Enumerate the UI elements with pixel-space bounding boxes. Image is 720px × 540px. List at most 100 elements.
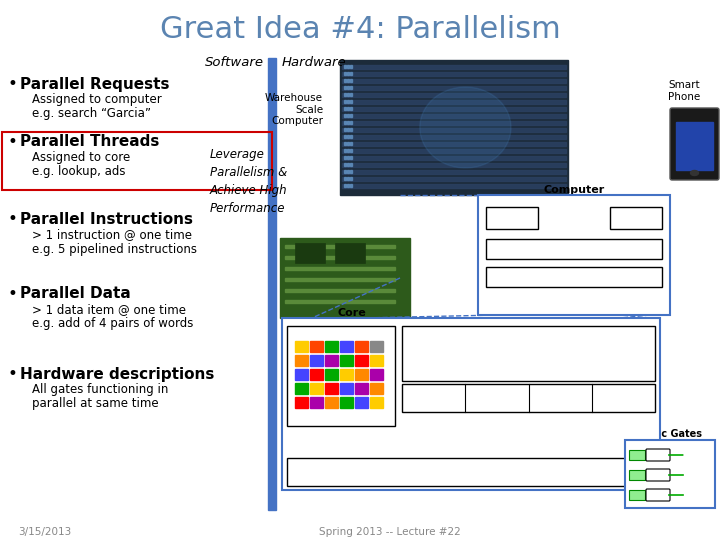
- Bar: [370, 369, 383, 380]
- Bar: [347, 86, 349, 89]
- Bar: [310, 355, 323, 366]
- Bar: [355, 341, 368, 352]
- FancyBboxPatch shape: [646, 449, 670, 461]
- Bar: [344, 86, 346, 89]
- Bar: [344, 65, 346, 68]
- Text: Parallel Threads: Parallel Threads: [20, 134, 159, 150]
- Bar: [402, 326, 655, 381]
- Ellipse shape: [420, 87, 511, 168]
- Bar: [370, 355, 383, 366]
- Bar: [347, 121, 349, 124]
- Bar: [325, 341, 338, 352]
- Bar: [342, 142, 566, 146]
- Bar: [344, 100, 346, 103]
- Bar: [295, 369, 308, 380]
- Text: ...: ...: [551, 213, 562, 223]
- Bar: [347, 79, 349, 82]
- Bar: [285, 245, 395, 248]
- Bar: [344, 156, 346, 159]
- Bar: [350, 149, 352, 152]
- Text: Hardware descriptions: Hardware descriptions: [20, 367, 215, 381]
- Bar: [287, 458, 655, 486]
- Bar: [342, 184, 566, 188]
- Text: Parallel Instructions: Parallel Instructions: [20, 212, 193, 226]
- Bar: [325, 397, 338, 408]
- Text: Input/Output: Input/Output: [541, 272, 608, 282]
- Bar: [325, 369, 338, 380]
- Bar: [347, 149, 349, 152]
- Bar: [325, 383, 338, 394]
- Bar: [486, 267, 662, 287]
- Bar: [350, 86, 352, 89]
- Bar: [342, 107, 566, 111]
- Bar: [478, 195, 670, 315]
- Bar: [486, 207, 538, 229]
- Bar: [355, 383, 368, 394]
- Text: Software: Software: [205, 57, 264, 70]
- Bar: [676, 122, 713, 170]
- Bar: [350, 100, 352, 103]
- Bar: [629, 470, 645, 480]
- Bar: [350, 135, 352, 138]
- Bar: [486, 239, 662, 259]
- Bar: [295, 341, 308, 352]
- Bar: [350, 142, 352, 145]
- Bar: [335, 243, 365, 263]
- Bar: [350, 65, 352, 68]
- Bar: [344, 93, 346, 96]
- Text: Assigned to computer: Assigned to computer: [32, 93, 162, 106]
- FancyBboxPatch shape: [646, 469, 670, 481]
- Bar: [340, 383, 353, 394]
- Bar: [347, 65, 349, 68]
- Bar: [344, 114, 346, 117]
- Bar: [344, 142, 346, 145]
- Text: Cache Memory: Cache Memory: [429, 467, 513, 477]
- Bar: [344, 135, 346, 138]
- Text: Spring 2013 -- Lecture #22: Spring 2013 -- Lecture #22: [319, 527, 461, 537]
- Text: All gates functioning in: All gates functioning in: [32, 383, 168, 396]
- Bar: [342, 156, 566, 160]
- Text: A₃+B₃: A₃+B₃: [611, 394, 636, 402]
- Bar: [340, 60, 568, 195]
- Text: e.g. search “Garcia”: e.g. search “Garcia”: [32, 107, 151, 120]
- Bar: [625, 440, 715, 508]
- Bar: [370, 383, 383, 394]
- Bar: [344, 177, 346, 180]
- Bar: [340, 369, 353, 380]
- Bar: [347, 142, 349, 145]
- Bar: [344, 72, 346, 75]
- Text: •: •: [8, 365, 18, 383]
- Bar: [342, 79, 566, 83]
- Bar: [355, 355, 368, 366]
- Bar: [342, 128, 566, 132]
- Bar: [342, 177, 566, 181]
- Bar: [347, 100, 349, 103]
- Bar: [285, 289, 395, 292]
- Bar: [350, 163, 352, 166]
- Text: A₀+B₀: A₀+B₀: [421, 394, 446, 402]
- Bar: [370, 397, 383, 408]
- Text: Great Idea #4: Parallelism: Great Idea #4: Parallelism: [160, 16, 560, 44]
- Bar: [347, 163, 349, 166]
- Text: e.g. 5 pipelined instructions: e.g. 5 pipelined instructions: [32, 242, 197, 255]
- Bar: [295, 355, 308, 366]
- FancyBboxPatch shape: [646, 489, 670, 501]
- Text: Hardware: Hardware: [282, 57, 346, 70]
- Bar: [347, 170, 349, 173]
- Bar: [342, 163, 566, 167]
- Text: Functional
Unit(s): Functional Unit(s): [496, 343, 561, 364]
- Bar: [340, 355, 353, 366]
- Bar: [629, 450, 645, 460]
- Text: Core: Core: [338, 308, 366, 318]
- Bar: [342, 100, 566, 104]
- Bar: [347, 93, 349, 96]
- Bar: [285, 278, 395, 281]
- Bar: [342, 86, 566, 90]
- Text: •: •: [8, 285, 18, 303]
- Text: 3/15/2013: 3/15/2013: [18, 527, 71, 537]
- Bar: [629, 490, 645, 500]
- Bar: [347, 156, 349, 159]
- Bar: [344, 149, 346, 152]
- Text: Leverage
Parallelism &
Achieve High
Performance: Leverage Parallelism & Achieve High Perf…: [210, 148, 287, 215]
- Text: Core: Core: [500, 213, 524, 223]
